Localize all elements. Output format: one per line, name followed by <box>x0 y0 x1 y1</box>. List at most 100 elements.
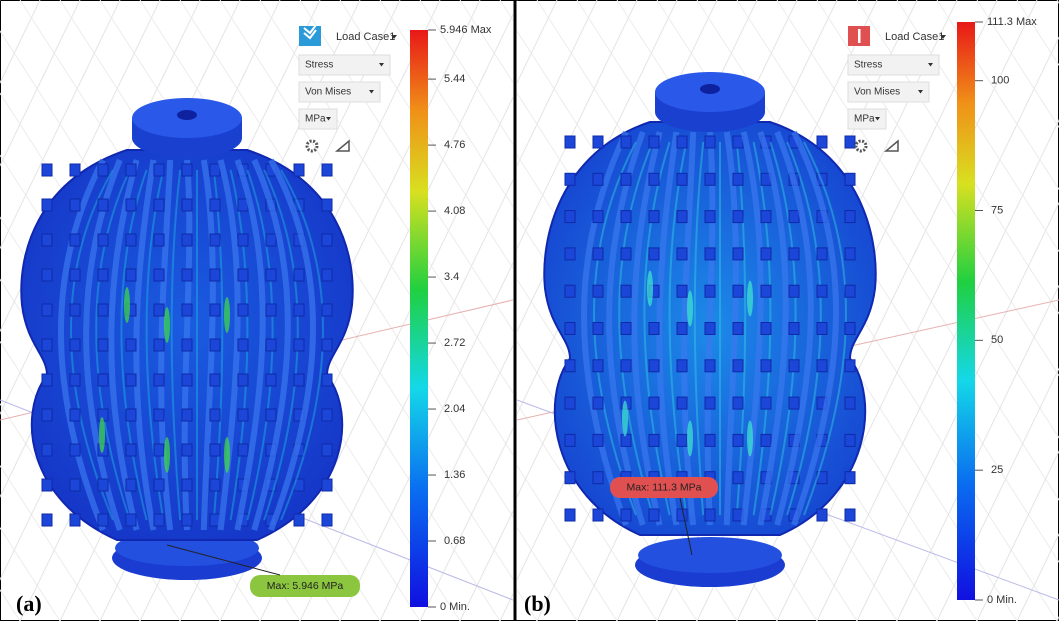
tab <box>845 472 855 484</box>
tab <box>42 409 52 421</box>
tab <box>70 514 80 526</box>
tab <box>294 514 304 526</box>
tab <box>845 211 855 223</box>
dropdown-text: MPa <box>305 114 326 125</box>
tab <box>126 164 136 176</box>
dropdown-text: MPa <box>854 114 875 125</box>
tab <box>817 360 827 372</box>
legend-tick-label: 4.08 <box>444 205 465 217</box>
tab <box>154 444 164 456</box>
tab <box>649 136 659 148</box>
tab <box>761 285 771 297</box>
tab <box>98 339 108 351</box>
legend-min: 0 Min. <box>987 594 1017 606</box>
tab <box>182 374 192 386</box>
tab <box>789 211 799 223</box>
tab <box>593 397 603 409</box>
color-bar <box>410 30 428 607</box>
tab <box>705 285 715 297</box>
tab <box>42 199 52 211</box>
tab <box>322 234 332 246</box>
tab <box>42 374 52 386</box>
tab <box>126 339 136 351</box>
tab <box>210 269 220 281</box>
tab <box>266 409 276 421</box>
tab <box>789 397 799 409</box>
tab <box>677 173 687 185</box>
tab <box>593 285 603 297</box>
max-callout-text: Max: 5.946 MPa <box>267 580 344 592</box>
stress-spot <box>224 297 230 333</box>
tab <box>98 164 108 176</box>
tab <box>294 164 304 176</box>
legend-max: 111.3 Max <box>987 16 1037 28</box>
tab <box>733 136 743 148</box>
tab <box>677 509 687 521</box>
tab <box>42 444 52 456</box>
tab <box>70 234 80 246</box>
tab <box>789 360 799 372</box>
tab <box>294 269 304 281</box>
tab <box>593 472 603 484</box>
tab <box>238 374 248 386</box>
tab <box>154 304 164 316</box>
tab <box>565 248 575 260</box>
tab <box>817 248 827 260</box>
tab <box>266 234 276 246</box>
tab <box>845 173 855 185</box>
tab <box>593 360 603 372</box>
tab <box>294 374 304 386</box>
tab <box>761 360 771 372</box>
tab <box>182 479 192 491</box>
tab <box>266 339 276 351</box>
tab <box>42 164 52 176</box>
tab <box>593 173 603 185</box>
tab <box>98 374 108 386</box>
tab <box>565 285 575 297</box>
tab <box>593 509 603 521</box>
tab <box>210 409 220 421</box>
tab <box>733 397 743 409</box>
tab <box>182 409 192 421</box>
tab <box>210 234 220 246</box>
tab <box>565 434 575 446</box>
status-icon <box>299 26 321 46</box>
legend-tick-label: 2.04 <box>444 403 465 415</box>
tab <box>677 248 687 260</box>
tab <box>182 199 192 211</box>
tab <box>565 472 575 484</box>
stress-spot <box>647 271 653 307</box>
tab <box>705 248 715 260</box>
tab <box>845 323 855 335</box>
tab <box>677 323 687 335</box>
tab <box>238 234 248 246</box>
tab <box>761 397 771 409</box>
cap-hole <box>177 110 197 120</box>
tab <box>705 397 715 409</box>
tab <box>266 269 276 281</box>
tab <box>649 509 659 521</box>
legend-tick-label: 25 <box>991 464 1003 476</box>
tab <box>70 164 80 176</box>
tab <box>565 360 575 372</box>
tab <box>621 211 631 223</box>
tab <box>621 434 631 446</box>
tab <box>733 472 743 484</box>
tab <box>210 374 220 386</box>
tab <box>210 199 220 211</box>
tab <box>210 304 220 316</box>
tab <box>649 211 659 223</box>
stress-spot <box>164 437 170 473</box>
tab <box>42 339 52 351</box>
tab <box>238 444 248 456</box>
tab <box>845 360 855 372</box>
dropdown-text: Stress <box>854 60 882 71</box>
load-case: Load Case1 <box>336 31 395 43</box>
tab <box>98 199 108 211</box>
tab <box>621 323 631 335</box>
tab <box>294 339 304 351</box>
tab <box>126 199 136 211</box>
tab <box>649 248 659 260</box>
tab <box>322 444 332 456</box>
tab <box>154 339 164 351</box>
